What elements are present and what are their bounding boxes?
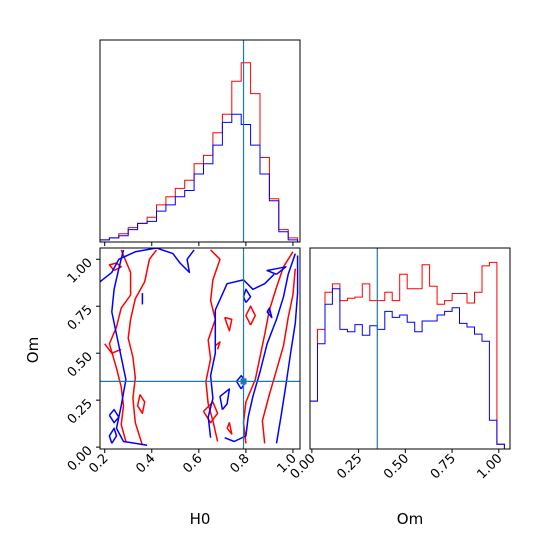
red-contour-line [127, 249, 158, 446]
red-contour-line [214, 341, 221, 350]
red-contour-line [136, 394, 146, 415]
red-contour-line [104, 343, 122, 354]
blue-contour-line [224, 253, 297, 443]
h0-histogram-frame [99, 39, 301, 243]
red-contour-line [223, 316, 233, 332]
blue-contour-line [219, 388, 231, 411]
h0-om-contour-panel: 0.2 0.4 0.6 0.8 1.00.000.250.500.751.00 [65, 247, 301, 476]
blue-contour-line [266, 266, 287, 275]
y-axis-label-om: Om [24, 337, 42, 363]
red-contour-line [108, 249, 132, 442]
red-histogram-step [309, 261, 505, 449]
blue-contour-line [275, 255, 299, 444]
joint-x-tick-label: 0.4 [133, 451, 158, 476]
red-histogram-step [99, 62, 299, 242]
blue-contour-line [242, 288, 252, 303]
x-axis-label-om: Om [397, 510, 423, 528]
joint-x-tick-label: 0.6 [180, 451, 205, 476]
blue-contour-line [207, 273, 275, 438]
red-contour-line [242, 251, 294, 444]
joint-y-tick-label: 0.25 [65, 396, 96, 427]
joint-x-tick-label: 0.8 [227, 451, 252, 476]
blue-histogram-step [99, 113, 299, 242]
joint-y-tick-label: 1.00 [65, 255, 96, 286]
h0-histogram-panel [99, 39, 301, 246]
joint-y-tick-label: 0.50 [65, 349, 96, 380]
red-contour-line [226, 421, 233, 435]
red-contour-line [261, 268, 297, 444]
blue-contour-line [108, 427, 118, 444]
joint-y-tick-label: 0.75 [65, 302, 96, 333]
blue-contour-line [111, 249, 148, 446]
om-hist-x-tick-label: 0.50 [381, 451, 412, 482]
blue-histogram-step [309, 288, 505, 449]
om-hist-x-tick-label: 0.25 [334, 451, 365, 482]
joint-contours [100, 248, 299, 446]
om-hist-x-tick-label: 0.75 [428, 451, 459, 482]
om-histogram-frame [309, 247, 511, 450]
om-histogram-panel: 0.00 0.25 0.50 0.75 1.00 [288, 247, 511, 482]
joint-truth-marker [240, 378, 247, 385]
blue-contour-line [108, 408, 120, 424]
blue-contour-line [100, 248, 195, 283]
om-hist-x-tick-label: 1.00 [475, 451, 506, 482]
blue-contour-line [266, 307, 273, 319]
joint-frame [99, 247, 301, 450]
x-axis-label-h0: H0 [190, 510, 211, 528]
red-contour-line [245, 305, 257, 326]
